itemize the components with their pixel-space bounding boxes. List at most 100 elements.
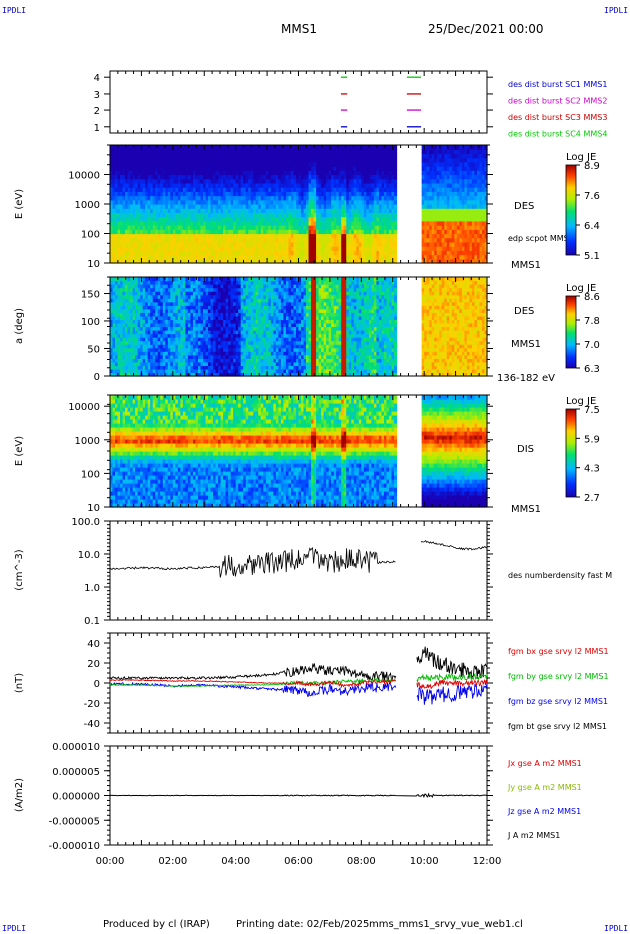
spectrogram-cell bbox=[469, 191, 473, 197]
spectrogram-cell bbox=[273, 216, 277, 222]
spectrogram-cell bbox=[283, 220, 287, 226]
spectrogram-cell bbox=[476, 157, 481, 163]
spectrogram-cell bbox=[469, 225, 473, 230]
spectrogram-cell bbox=[391, 187, 395, 192]
spectrogram-cell bbox=[361, 170, 365, 176]
spectrogram-cell bbox=[283, 212, 287, 218]
spectrogram-cell bbox=[117, 153, 121, 159]
spectrogram-cell bbox=[280, 170, 285, 176]
spectrogram-cell bbox=[484, 254, 488, 260]
spectrogram-cell bbox=[306, 233, 310, 239]
spectrogram-cell bbox=[356, 233, 360, 239]
spectrogram-cell bbox=[220, 187, 224, 192]
spectrogram-cell bbox=[290, 187, 295, 192]
spectrogram-cell bbox=[210, 178, 214, 184]
spectrogram-cell bbox=[235, 182, 239, 188]
spectrogram-cell bbox=[313, 237, 317, 243]
spectrogram-cell bbox=[461, 233, 465, 239]
spectrogram-cell bbox=[461, 204, 465, 209]
spectrogram-cell bbox=[293, 199, 297, 205]
spectrogram-cell bbox=[137, 225, 141, 230]
spectrogram-cell bbox=[137, 229, 141, 235]
spectrogram-cell bbox=[429, 229, 433, 235]
spectrogram-cell bbox=[484, 246, 488, 251]
spectrogram-cell bbox=[162, 157, 166, 163]
spectrogram-cell bbox=[326, 246, 330, 251]
spectrogram-cell bbox=[175, 199, 179, 205]
spectrogram-cell bbox=[464, 233, 468, 239]
spectrogram-cell bbox=[152, 157, 156, 163]
spectrogram-cell bbox=[202, 178, 207, 184]
spectrogram-cell bbox=[145, 191, 149, 197]
spectrogram-cell bbox=[426, 254, 430, 260]
spectrogram-cell bbox=[137, 204, 141, 209]
spectrogram-cell bbox=[238, 195, 242, 201]
spectrogram-cell bbox=[122, 237, 126, 243]
spectrogram-cell bbox=[436, 166, 440, 171]
spectrogram-cell bbox=[220, 149, 224, 155]
spectrogram-cell bbox=[361, 149, 365, 155]
spectrogram-cell bbox=[122, 182, 126, 188]
spectrogram-cell bbox=[421, 225, 425, 230]
spectrogram-cell bbox=[258, 204, 262, 209]
spectrogram-cell bbox=[162, 170, 166, 176]
spectrogram-cell bbox=[429, 220, 433, 226]
spectrogram-cell bbox=[235, 250, 239, 256]
spectrogram-cell bbox=[218, 241, 222, 247]
spectrogram-cell bbox=[132, 187, 136, 192]
spectrogram-cell bbox=[233, 212, 237, 218]
spectrogram-cell bbox=[439, 208, 443, 214]
spectrogram-cell bbox=[230, 237, 234, 243]
spectrogram-cell bbox=[316, 166, 320, 171]
spectrogram-cell bbox=[316, 182, 320, 188]
spectrogram-cell bbox=[476, 199, 481, 205]
spectrogram-cell bbox=[122, 191, 126, 197]
spectrogram-cell bbox=[263, 208, 267, 214]
spectrogram-cell bbox=[228, 145, 232, 150]
spectrogram-cell bbox=[353, 178, 357, 184]
spectrogram-cell bbox=[394, 216, 398, 222]
spectrogram-cell bbox=[120, 187, 124, 192]
spectrogram-cell bbox=[481, 254, 486, 260]
spectrogram-cell bbox=[476, 204, 481, 209]
spectrogram-cell bbox=[250, 254, 254, 260]
spectrogram-cell bbox=[373, 187, 378, 192]
spectrogram-cell bbox=[152, 258, 156, 264]
spectrogram-cell bbox=[293, 208, 297, 214]
spectrogram-cell bbox=[326, 182, 330, 188]
spectrogram-cell bbox=[110, 187, 114, 192]
spectrogram-cell bbox=[464, 149, 468, 155]
spectrogram-cell bbox=[333, 229, 337, 235]
spectrogram-cell bbox=[223, 153, 227, 159]
spectrogram-cell bbox=[466, 195, 470, 201]
spectrogram-cell bbox=[157, 166, 161, 171]
spectrogram-cell bbox=[250, 258, 254, 264]
spectrogram-cell bbox=[223, 195, 227, 201]
spectrogram-cell bbox=[441, 208, 445, 214]
spectrogram-cell bbox=[481, 170, 486, 176]
spectrogram-cell bbox=[298, 166, 302, 171]
spectrogram-cell bbox=[145, 212, 149, 218]
spectrogram-cell bbox=[373, 204, 378, 209]
spectrogram-cell bbox=[167, 204, 171, 209]
spectrogram-cell bbox=[130, 220, 134, 226]
spectrogram-cell bbox=[152, 161, 156, 167]
spectrogram-cell bbox=[187, 212, 192, 218]
spectrogram-cell bbox=[125, 229, 129, 235]
spectrogram-cell bbox=[135, 174, 139, 180]
spectrogram-cell bbox=[346, 246, 350, 251]
spectrogram-cell bbox=[235, 153, 239, 159]
spectrogram-cell bbox=[388, 174, 393, 180]
spectrogram-cell bbox=[152, 212, 156, 218]
spectrogram-cell bbox=[260, 195, 264, 201]
spectrogram-cell bbox=[263, 161, 267, 167]
spectrogram-cell bbox=[363, 246, 367, 251]
spectrogram-cell bbox=[223, 254, 227, 260]
spectrogram-cell bbox=[190, 174, 194, 180]
spectrogram-cell bbox=[238, 191, 242, 197]
spectrogram-cell bbox=[376, 174, 380, 180]
spectrogram-cell bbox=[464, 157, 468, 163]
spectrogram-cell bbox=[361, 174, 365, 180]
spectrogram-cell bbox=[150, 157, 154, 163]
spectrogram-cell bbox=[220, 233, 224, 239]
